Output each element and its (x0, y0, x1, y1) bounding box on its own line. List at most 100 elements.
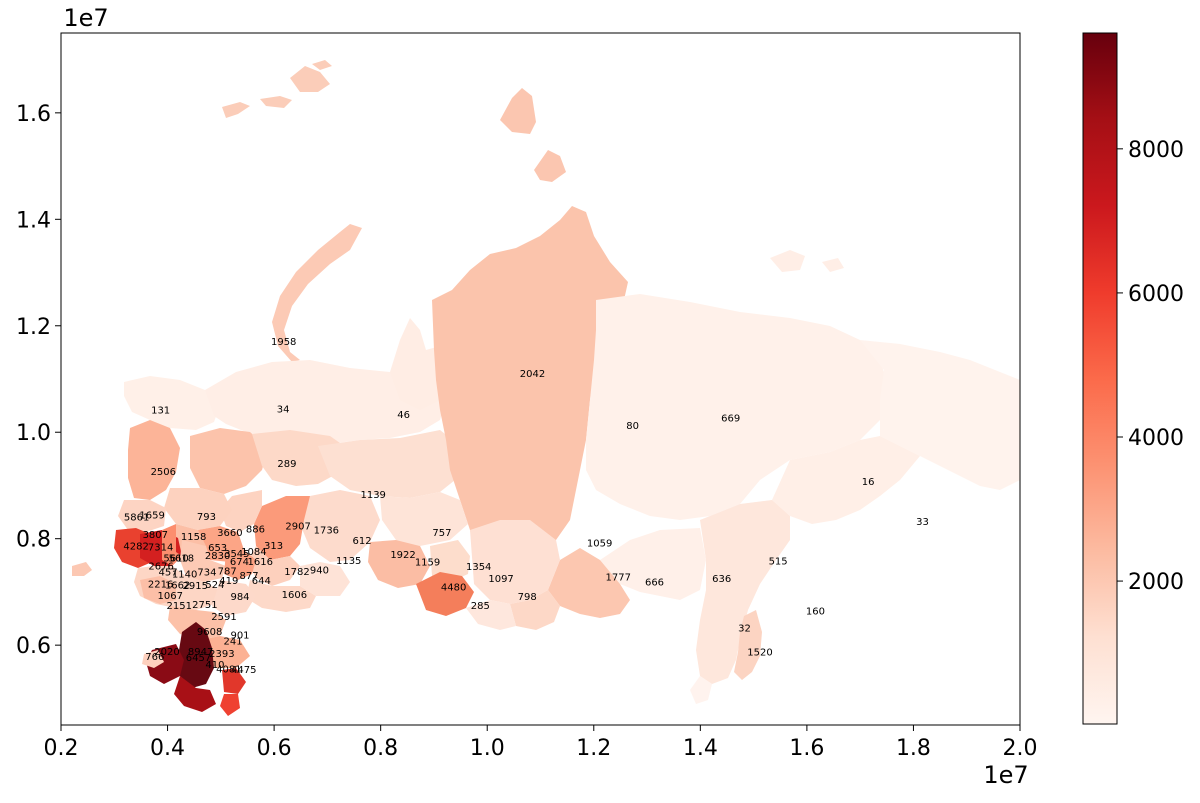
region-value-label: 33 (916, 517, 929, 528)
colorbar-ticks: 2000 4000 6000 8000 (1117, 138, 1184, 595)
colorbar-gradient (1082, 32, 1118, 725)
region-value-label: 1158 (181, 532, 206, 543)
region-value-label: 160 (806, 607, 825, 618)
region-sakhalin (734, 610, 762, 680)
x-tick-label: 0.6 (257, 736, 292, 761)
region-value-label: 674 (230, 557, 249, 568)
region-novosibirsk (368, 540, 430, 588)
region-dagestan (222, 668, 246, 694)
region-value-label: 2591 (211, 612, 236, 623)
region-value-label: 4282 (123, 542, 148, 553)
region-chukotka (860, 340, 1020, 490)
region-yamalo-nenets (390, 318, 450, 410)
region-value-label: 1922 (390, 550, 415, 561)
region-primorye (690, 676, 712, 704)
region-value-label: 2393 (209, 649, 234, 660)
region-value-label: 636 (712, 574, 731, 585)
region-value-label: 877 (240, 571, 259, 582)
y-tick-label: 1.2 (16, 315, 51, 340)
region-chechnya (220, 694, 240, 716)
region-arkhangelsk-south (252, 430, 350, 486)
region-value-label: 4475 (231, 665, 256, 676)
x-tick-label: 1.8 (896, 736, 931, 761)
colorbar-tick-label: 4000 (1128, 426, 1184, 451)
x-tick-label: 2.0 (1003, 736, 1038, 761)
region-value-label: 1135 (336, 556, 361, 567)
region-value-label: 2830 (205, 551, 230, 562)
region-value-label: 1777 (606, 572, 631, 583)
region-value-label: 2020 (154, 647, 179, 658)
region-value-label: 32 (738, 624, 751, 635)
region-value-label: 1067 (157, 591, 182, 602)
region-sverdlovsk (254, 496, 310, 560)
x-tick-label: 1.4 (683, 736, 718, 761)
region-altai (416, 572, 474, 616)
region-value-label: 669 (721, 413, 740, 424)
region-value-label: 46 (397, 410, 410, 421)
region-omsk (300, 490, 380, 562)
region-kola-karelia (124, 376, 220, 430)
region-value-label: 2216 (148, 579, 173, 590)
region-sakha (586, 294, 890, 520)
x-tick-label: 0.4 (150, 736, 185, 761)
region-kaluga-orel (140, 576, 176, 604)
colorbar: 2000 4000 6000 8000 (1082, 32, 1184, 725)
region-value-label: 1606 (282, 590, 307, 601)
region-value-label: 798 (518, 592, 537, 603)
region-arkhangelsk-nenets (205, 360, 446, 446)
region-value-label: 241 (224, 636, 243, 647)
region-value-label: 1139 (360, 490, 385, 501)
region-value-label: 524 (205, 580, 224, 591)
region-value-label: 2915 (183, 581, 208, 592)
region-krasnoyarsk (432, 206, 628, 596)
region-value-label: 1616 (248, 557, 273, 568)
region-value-label: 940 (310, 566, 329, 577)
y-tick-label: 0.6 (16, 634, 51, 659)
region-value-label: 1097 (488, 574, 513, 585)
region-value-label: 5861 (124, 512, 149, 523)
region-value-label: 766 (145, 652, 164, 663)
region-value-label: 410 (205, 660, 224, 671)
region-value-label: 16 (862, 477, 875, 488)
x-axis-offset-label: 1e7 (983, 761, 1028, 789)
y-tick-label: 0.8 (16, 528, 51, 553)
region-value-label: 9608 (197, 627, 222, 638)
region-value-label: 787 (218, 567, 237, 578)
map-regions (72, 60, 1020, 716)
region-franz-josef-land (222, 60, 332, 118)
axes-frame (60, 32, 1021, 726)
colorbar-tick-label: 6000 (1128, 282, 1184, 307)
region-value-label: 666 (645, 577, 664, 588)
region-value-label: 2506 (151, 467, 176, 478)
region-value-label: 1140 (172, 569, 197, 580)
x-tick-label: 1.2 (576, 736, 611, 761)
x-axis: 0.2 0.4 0.6 0.8 1.0 1.2 1.4 1.6 1.8 2.0 (44, 725, 1038, 761)
x-tick-label: 0.8 (363, 736, 398, 761)
region-value-label: 757 (432, 528, 451, 539)
region-vologda (164, 488, 232, 530)
region-magadan (772, 436, 920, 524)
region-value-label: 7314 (148, 543, 173, 554)
region-value-label: 644 (252, 576, 271, 587)
region-khanty-mansi (318, 430, 460, 498)
region-khabarovsk (696, 500, 790, 684)
region-value-label: 1159 (415, 558, 440, 569)
region-value-label: 1662 (165, 580, 190, 591)
region-value-label: 3807 (143, 530, 168, 541)
region-value-label: 2151 (167, 601, 192, 612)
region-value-label: 2751 (192, 600, 217, 611)
region-kemerovo (430, 540, 470, 582)
colorbar-tick-label: 2000 (1128, 570, 1184, 595)
region-samara-saratov (212, 580, 256, 616)
region-severnaya-zemlya (500, 88, 566, 182)
region-value-label: 515 (769, 557, 788, 568)
region-stavropol (174, 676, 216, 712)
region-pskov-novgorod (118, 500, 166, 532)
region-leningrad (128, 420, 180, 500)
region-orenburg (246, 580, 316, 612)
region-value-label: 4480 (441, 583, 466, 594)
region-kazakh-gap (300, 562, 350, 596)
y-axis-offset-label: 1e7 (63, 4, 108, 32)
